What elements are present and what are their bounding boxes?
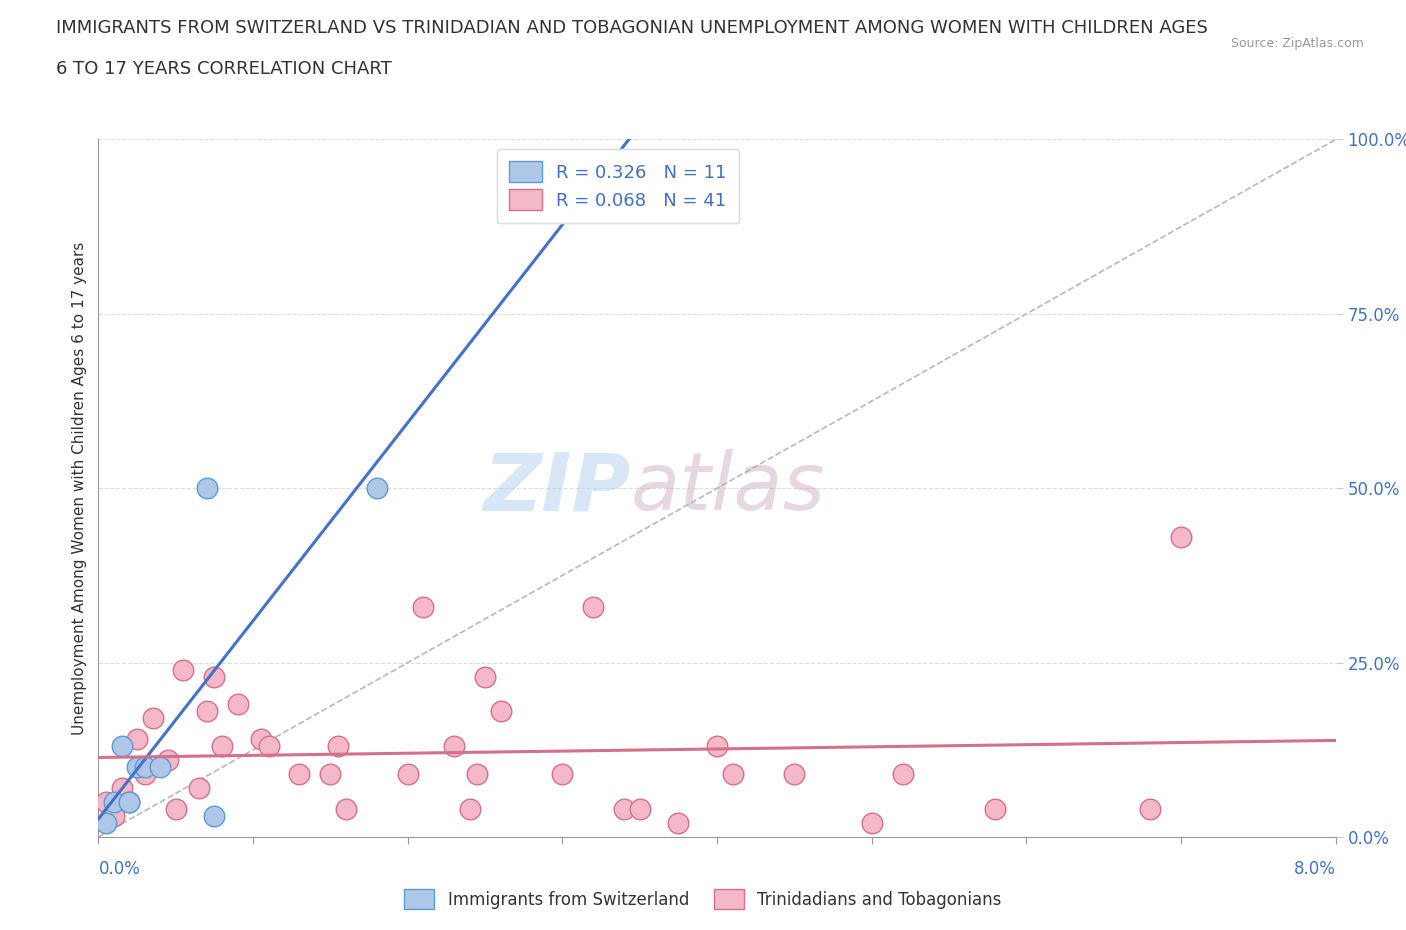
Point bbox=[188, 781, 211, 796]
Point bbox=[204, 670, 226, 684]
Point bbox=[467, 766, 489, 781]
Point bbox=[118, 794, 141, 809]
Point bbox=[613, 802, 636, 817]
Point bbox=[96, 816, 118, 830]
Point bbox=[250, 732, 273, 747]
Point bbox=[127, 760, 149, 775]
Point bbox=[226, 698, 249, 712]
Point bbox=[96, 794, 118, 809]
Point bbox=[721, 766, 744, 781]
Point bbox=[165, 802, 187, 817]
Point bbox=[551, 766, 574, 781]
Point bbox=[458, 802, 481, 817]
Point bbox=[134, 760, 156, 775]
Point bbox=[157, 753, 180, 768]
Point bbox=[628, 802, 651, 817]
Text: atlas: atlas bbox=[630, 449, 825, 527]
Point bbox=[443, 738, 465, 753]
Point bbox=[582, 600, 605, 615]
Text: ZIP: ZIP bbox=[484, 449, 630, 527]
Point bbox=[257, 738, 280, 753]
Point bbox=[891, 766, 914, 781]
Text: Source: ZipAtlas.com: Source: ZipAtlas.com bbox=[1230, 37, 1364, 50]
Point bbox=[172, 662, 194, 677]
Point bbox=[474, 670, 496, 684]
Point bbox=[582, 167, 605, 182]
Y-axis label: Unemployment Among Women with Children Ages 6 to 17 years: Unemployment Among Women with Children A… bbox=[72, 242, 87, 735]
Point bbox=[141, 711, 165, 725]
Point bbox=[1170, 530, 1192, 545]
Point bbox=[335, 802, 357, 817]
Point bbox=[706, 738, 728, 753]
Point bbox=[783, 766, 806, 781]
Point bbox=[1139, 802, 1161, 817]
Point bbox=[666, 816, 689, 830]
Point bbox=[103, 809, 125, 824]
Text: 8.0%: 8.0% bbox=[1294, 860, 1336, 878]
Text: 0.0%: 0.0% bbox=[98, 860, 141, 878]
Point bbox=[149, 760, 172, 775]
Point bbox=[103, 794, 125, 809]
Point bbox=[111, 781, 132, 796]
Legend: R = 0.326   N = 11, R = 0.068   N = 41: R = 0.326 N = 11, R = 0.068 N = 41 bbox=[496, 149, 740, 223]
Point bbox=[204, 809, 226, 824]
Point bbox=[195, 481, 218, 496]
Point bbox=[319, 766, 342, 781]
Text: 6 TO 17 YEARS CORRELATION CHART: 6 TO 17 YEARS CORRELATION CHART bbox=[56, 60, 392, 78]
Point bbox=[412, 600, 434, 615]
Point bbox=[211, 738, 233, 753]
Point bbox=[127, 732, 149, 747]
Point bbox=[111, 738, 132, 753]
Point bbox=[366, 481, 388, 496]
Point bbox=[118, 794, 141, 809]
Point bbox=[860, 816, 883, 830]
Text: IMMIGRANTS FROM SWITZERLAND VS TRINIDADIAN AND TOBAGONIAN UNEMPLOYMENT AMONG WOM: IMMIGRANTS FROM SWITZERLAND VS TRINIDADI… bbox=[56, 19, 1208, 36]
Point bbox=[326, 738, 350, 753]
Point bbox=[489, 704, 512, 719]
Point bbox=[195, 704, 218, 719]
Point bbox=[984, 802, 1007, 817]
Point bbox=[288, 766, 311, 781]
Legend: Immigrants from Switzerland, Trinidadians and Tobagonians: Immigrants from Switzerland, Trinidadian… bbox=[396, 881, 1010, 917]
Point bbox=[134, 766, 156, 781]
Point bbox=[396, 766, 419, 781]
